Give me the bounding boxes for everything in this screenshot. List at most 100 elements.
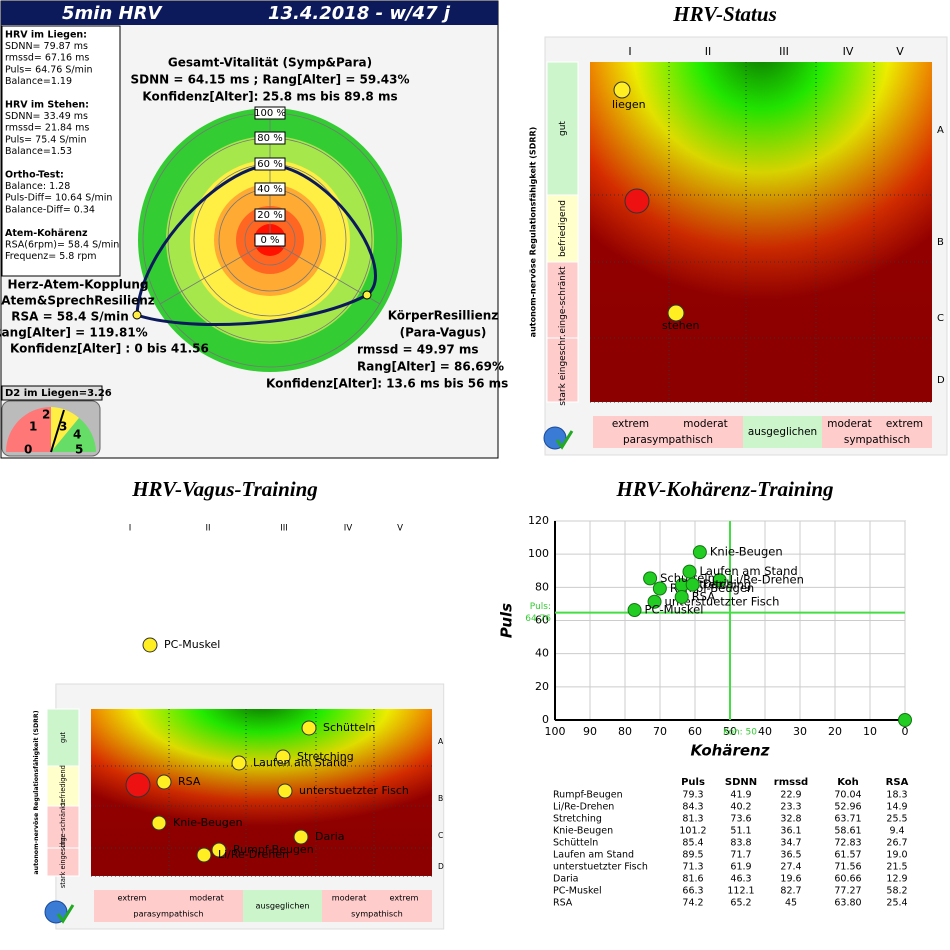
bottom-box [94, 890, 243, 922]
table-cell: 79.3 [682, 790, 703, 801]
column-label: V [397, 524, 403, 534]
row-box-label: befriedigend [558, 200, 568, 257]
table-cell: 40.2 [730, 802, 751, 813]
table-cell: 52.96 [834, 802, 861, 813]
table-cell: 112.1 [727, 886, 754, 897]
table-cell: 46.3 [730, 874, 751, 885]
point-label: Li/Re-Drehen [730, 573, 804, 587]
ring-label-bg [254, 182, 286, 196]
bottom-box [322, 890, 432, 922]
right-block-line: KörperResillienz [388, 309, 499, 323]
row-label: C [937, 313, 944, 324]
table-cell: 23.3 [780, 802, 801, 813]
row-label: B [438, 794, 443, 803]
point [613, 81, 631, 99]
info-line: Puls= 64.76 S/min [5, 64, 93, 75]
table-cell: 77.27 [834, 886, 861, 897]
left-block-line: Rang[Alter] = 119.81% [0, 326, 148, 340]
table-cell: Daria [553, 874, 579, 885]
table-cell: 83.8 [730, 838, 751, 849]
ref-label: Puls: [530, 602, 551, 612]
ring-label: 60 % [257, 159, 282, 170]
info-line: Ortho-Test: [5, 170, 64, 181]
d2-box [1, 385, 103, 401]
table-cell: 27.4 [780, 862, 801, 873]
point-label: Stretching [297, 750, 354, 763]
table-cell: unterstuetzter Fisch [553, 862, 648, 873]
vitality-line: SDNN = 64.15 ms ; Rang[Alter] = 59.43% [130, 73, 409, 87]
table-cell: 41.9 [730, 790, 751, 801]
ring-label-bg [254, 157, 286, 171]
table-cell: 82.7 [780, 886, 801, 897]
gauge-label: 5 [75, 443, 83, 457]
x-tick-label: 50 [723, 725, 737, 738]
point [231, 755, 247, 771]
point [685, 577, 700, 592]
table-cell: 34.7 [780, 838, 801, 849]
bottom-label: moderat [332, 893, 367, 903]
point [156, 774, 172, 790]
point-label: Stretching [692, 578, 751, 592]
point-label: Rumpf-Beugen [233, 843, 314, 856]
point [643, 571, 658, 586]
x-tick-label: 20 [828, 725, 842, 738]
y-tick-label: 120 [528, 514, 549, 527]
gauge-label: 2 [42, 408, 50, 422]
table-cell: 18.3 [886, 790, 907, 801]
point [712, 573, 727, 588]
bottom-label: extrem [390, 893, 419, 903]
ring-label-bg [254, 106, 286, 120]
point [275, 749, 291, 765]
point [125, 772, 151, 798]
x-tick-label: 10 [863, 725, 877, 738]
ring-label: 40 % [257, 184, 282, 195]
table-cell: Rumpf-Beugen [553, 790, 623, 801]
row-label: C [438, 831, 443, 840]
table-cell: 63.80 [834, 898, 861, 909]
y-tick-label: 0 [542, 713, 549, 726]
point-label: Laufen am Stand [700, 564, 798, 578]
table-cell: 70.04 [834, 790, 861, 801]
table-cell: 25.4 [886, 898, 907, 909]
table-cell: Schütteln [553, 838, 598, 849]
table-cell: 101.2 [679, 826, 706, 837]
table-cell: 72.83 [834, 838, 861, 849]
point [652, 581, 667, 596]
row-box-label: gut [558, 121, 568, 136]
bottom-box [243, 890, 322, 922]
point [624, 188, 650, 214]
y-axis-label: autonom-nervöse Regulationsfähigkeit (SD… [529, 127, 538, 338]
point [647, 594, 662, 609]
left-block-line: RSA = 58.4 S/min [11, 310, 129, 324]
panel-title: 5min HRV [62, 3, 163, 24]
table-cell: 36.5 [780, 850, 801, 861]
table-cell: 25.5 [886, 814, 907, 825]
bottom-group: sympathisch [351, 909, 403, 919]
row-box [46, 765, 80, 807]
point-label: Laufen am Stand [253, 756, 347, 769]
x-tick-label: 60 [688, 725, 702, 738]
table-cell: 71.56 [834, 862, 861, 873]
x-tick-label: 70 [653, 725, 667, 738]
right-block-line: Konfidenz[Alter]: 13.6 ms bis 56 ms [266, 377, 508, 391]
right-block-line: Rang[Alter] = 86.69% [357, 360, 504, 374]
table-cell: 45 [785, 898, 797, 909]
info-line: Puls-Diff= 10.64 S/min [5, 193, 112, 204]
info-line: Frequenz= 5.8 rpm [5, 251, 97, 262]
point [667, 304, 685, 322]
bottom-label: ausgeglichen [748, 426, 817, 438]
table-cell: 22.9 [780, 790, 801, 801]
info-line: SDNN= 33.49 ms [5, 111, 88, 122]
vitality-line: Konfidenz[Alter]: 25.8 ms bis 89.8 ms [142, 90, 397, 104]
ring-label: 100 % [254, 108, 286, 119]
table-cell: 61.9 [730, 862, 751, 873]
row-box [46, 847, 80, 877]
ring-label: 80 % [257, 133, 282, 144]
table-cell: 65.2 [730, 898, 751, 909]
table-header: rmssd [774, 777, 808, 788]
y-axis-label: Puls [498, 603, 516, 638]
y-tick-label: 40 [535, 647, 549, 660]
gauge-label: 3 [59, 420, 67, 434]
x-axis-label: Kohärenz [691, 742, 770, 760]
row-box [546, 61, 579, 196]
